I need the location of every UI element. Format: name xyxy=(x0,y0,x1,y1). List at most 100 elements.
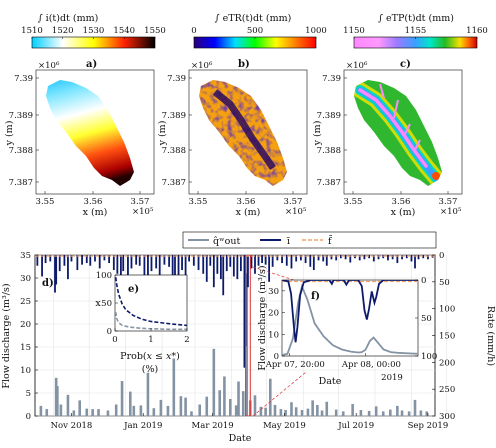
discharge-bar xyxy=(198,404,202,416)
rain-bar xyxy=(229,255,232,267)
discharge-bar xyxy=(218,390,222,416)
legend-label-f: f̄ xyxy=(328,235,333,247)
y-tick-right-label: 100 xyxy=(439,305,455,315)
rain-bar xyxy=(122,255,125,272)
rain-bar xyxy=(158,255,161,280)
rain-bar xyxy=(363,255,366,260)
map-y-tick-label: 7.39 xyxy=(14,74,33,84)
panel-d-xlabel: Date xyxy=(229,433,252,444)
discharge-bar xyxy=(132,405,136,416)
legend-label-rain: ī xyxy=(286,236,290,247)
panel-e-xlabel-unit: (%) xyxy=(142,364,158,375)
y-tick-right-label: 200 xyxy=(439,358,455,368)
discharge-bar xyxy=(106,410,110,416)
rain-bar xyxy=(36,255,39,266)
e-x-tick-label: 1 xyxy=(148,335,153,345)
colorbar-tick-label: 500 xyxy=(247,26,263,36)
colorbar-c-title: ∫ eTP(t)dt (mm) xyxy=(378,13,454,24)
discharge-bar xyxy=(237,381,240,416)
y-tick-label: 10 xyxy=(20,366,31,376)
rain-bar xyxy=(85,255,88,264)
colorbar-tick-label: 1510 xyxy=(21,26,43,36)
rain-bar xyxy=(177,255,180,285)
rain-bar xyxy=(358,255,361,261)
rain-bar xyxy=(130,255,133,269)
colorbar-tick-label: 1000 xyxy=(305,26,327,36)
discharge-bar xyxy=(241,391,245,416)
rain-bar xyxy=(335,255,338,261)
rain-bar xyxy=(427,255,429,260)
rain-bar xyxy=(295,255,298,262)
rain-bar xyxy=(119,255,122,287)
map-c-axes xyxy=(343,69,463,195)
discharge-bar xyxy=(179,396,183,416)
colorbar-b-title: ∫ eTR(t)dt (mm) xyxy=(215,13,292,24)
f-y-tick-right-label: 100 xyxy=(421,352,437,362)
rain-bar xyxy=(108,255,111,264)
discharge-bar xyxy=(114,404,118,416)
map-b-xlabel: x (m) xyxy=(236,207,261,218)
discharge-bar xyxy=(425,411,429,416)
rain-bar xyxy=(127,255,129,278)
rain-bar xyxy=(116,255,119,274)
x-tick-label: Sep 2019 xyxy=(408,421,449,431)
map-x-tick-label: 3.57 xyxy=(131,197,150,207)
rain-bar xyxy=(103,255,106,261)
discharge-bar xyxy=(56,386,59,416)
discharge-bar xyxy=(190,411,193,416)
f-x-tick-label: Apr 08, 00:00 xyxy=(341,360,401,370)
rain-bar xyxy=(276,255,279,261)
panel-f-label: f) xyxy=(311,291,320,302)
rain-bar xyxy=(247,255,249,288)
panel-e-axes-box xyxy=(114,274,188,332)
rain-bar xyxy=(216,255,219,274)
discharge-bar xyxy=(407,411,411,416)
y-tick-label: 30 xyxy=(20,274,31,284)
map-a-axes xyxy=(35,69,155,195)
panel-f-xlabel: Date xyxy=(319,376,342,387)
rain-bar xyxy=(410,255,413,262)
discharge-bar xyxy=(97,409,100,416)
rain-bar xyxy=(309,255,312,267)
rain-bar xyxy=(330,255,333,260)
panel-e-series xyxy=(114,277,188,331)
panel-e-ticks: 0 50 100 0 1 2 xyxy=(96,271,190,345)
rain-bar xyxy=(138,255,141,266)
discharge-bar xyxy=(284,410,287,416)
rain-bar xyxy=(391,255,394,260)
rain-bar xyxy=(261,255,263,264)
panel-e: 0 50 100 0 1 2 e) x Prob(x ≤ x*) (%) xyxy=(95,271,189,375)
rain-bar xyxy=(239,255,242,272)
legend-label-discharge: q̂ʷout xyxy=(213,236,240,247)
discharge-bar xyxy=(128,391,132,416)
map-b-raster xyxy=(199,80,287,186)
panel-f-ticks: 0 10 20 30 0 50 100 Apr 07, 20:00 Apr 08, 00:00 xyxy=(265,276,438,370)
discharge-bar xyxy=(367,410,371,416)
discharge-bar xyxy=(316,404,319,416)
map-c-panel-label: c) xyxy=(400,59,411,70)
rain-bar xyxy=(285,255,288,266)
discharge-bar xyxy=(334,409,338,416)
rain-bar xyxy=(58,255,61,272)
rain-bar xyxy=(163,255,166,265)
y-tick-right-label: 0 xyxy=(439,251,444,261)
rain-bar xyxy=(67,255,69,280)
map-y-tick-label: 7.39 xyxy=(167,74,186,84)
rain-bar xyxy=(155,255,158,269)
discharge-bar xyxy=(152,408,156,416)
map-x-tick-label: 3.55 xyxy=(189,197,208,207)
x-tick-label: Mar 2019 xyxy=(192,421,234,431)
colorbar-b-ticks: 0 500 1000 xyxy=(191,26,327,39)
panel-d-discharge-bars xyxy=(39,273,429,416)
map-y-tick-label: 7.387 xyxy=(317,178,341,188)
map-a-raster xyxy=(46,80,134,186)
rain-bar xyxy=(174,255,176,277)
discharge-bar xyxy=(413,399,417,416)
discharge-bar xyxy=(306,408,310,416)
map-a-panel-label: a) xyxy=(86,59,97,70)
map-b-y-exponent: ×10⁶ xyxy=(191,61,213,71)
